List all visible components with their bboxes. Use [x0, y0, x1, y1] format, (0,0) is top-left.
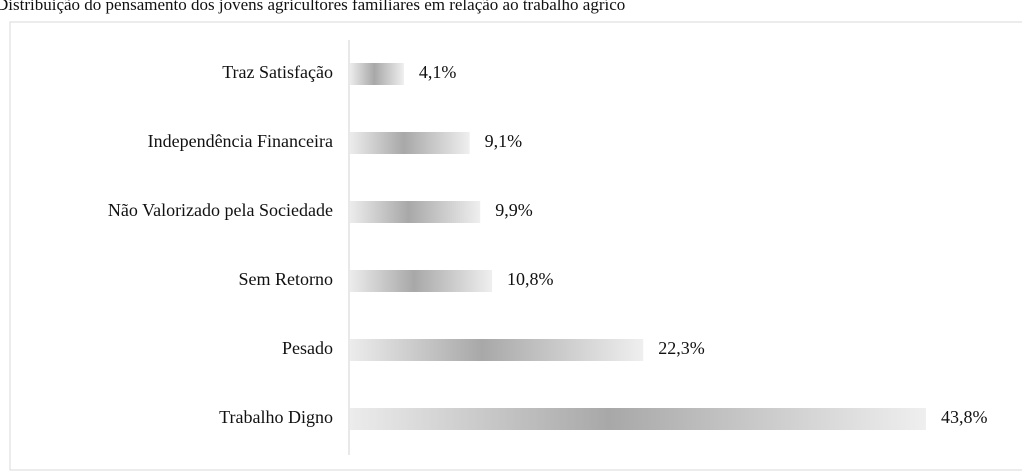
- y-tick-label: Sem Retorno: [239, 269, 334, 289]
- chart-frame: [9, 21, 1022, 471]
- chart-title: Distribuição do pensamento dos jovens ag…: [0, 0, 625, 14]
- y-tick-label: Independência Financeira: [148, 131, 333, 151]
- data-label: 9,9%: [495, 200, 533, 220]
- bar: [350, 132, 470, 154]
- bar: [350, 270, 493, 292]
- y-tick-label: Não Valorizado pela Sociedade: [108, 200, 333, 220]
- bar: [350, 201, 481, 223]
- data-label: 4,1%: [419, 62, 457, 82]
- data-label: 10,8%: [507, 269, 554, 289]
- y-tick-label: Pesado: [282, 338, 333, 358]
- bar: [350, 339, 644, 361]
- y-tick-label: Trabalho Digno: [219, 407, 333, 427]
- data-label: 22,3%: [658, 338, 705, 358]
- y-tick-label: Traz Satisfação: [222, 62, 333, 82]
- data-label: 9,1%: [485, 131, 523, 151]
- bar: [350, 408, 926, 430]
- bar: [350, 63, 404, 85]
- data-label: 43,8%: [941, 407, 988, 427]
